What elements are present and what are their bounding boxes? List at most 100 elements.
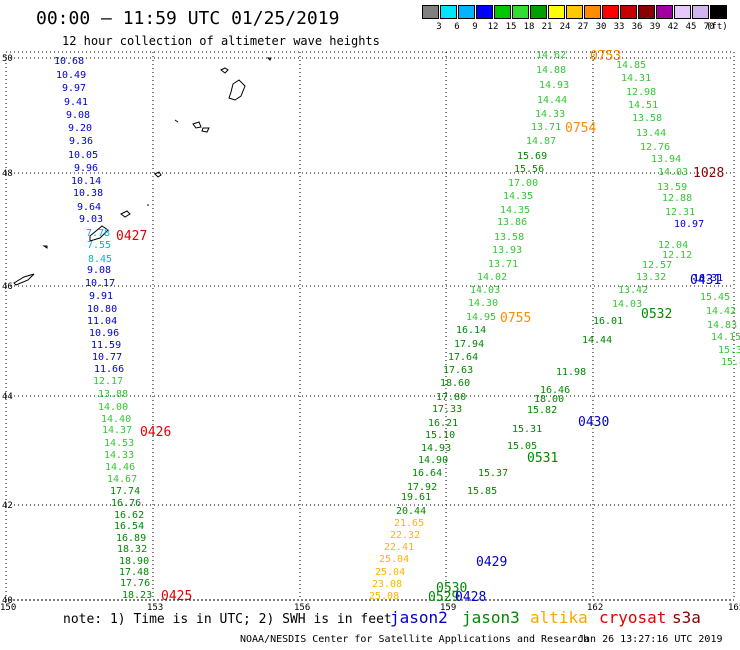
scale-swatch <box>674 5 691 19</box>
wave-height-value: 14.90 <box>418 455 448 466</box>
wave-height-value: 15.85 <box>467 486 497 497</box>
wave-height-value: 12.31 <box>665 207 695 218</box>
scale-swatch <box>440 5 457 19</box>
wave-height-value: 16.76 <box>111 498 141 509</box>
wave-height-value: 11.59 <box>91 340 121 351</box>
wave-height-value: 15.69 <box>517 151 547 162</box>
wave-height-value: 9.41 <box>64 97 88 108</box>
wave-height-value: 20.44 <box>396 506 426 517</box>
scale-tick-label: 45 <box>685 22 697 32</box>
longitude-label: 156 <box>294 603 310 613</box>
wave-height-value: 14.93 <box>421 443 451 454</box>
wave-height-value: 9.08 <box>66 110 90 121</box>
scale-tick-label: 12 <box>487 22 499 32</box>
latitude-label: 50 <box>2 54 13 64</box>
wave-height-value: 14.51 <box>628 100 658 111</box>
wave-height-value: 16.54 <box>114 521 144 532</box>
wave-height-value: 16.89 <box>116 533 146 544</box>
pass-time-label: 0529 <box>428 590 459 605</box>
wave-height-value: 17.74 <box>110 486 140 497</box>
legend-jason3: jason3 <box>462 608 520 627</box>
scale-tick-label: 27 <box>577 22 589 32</box>
wave-height-value: 17.76 <box>120 578 150 589</box>
wave-height-value: 16.62 <box>114 510 144 521</box>
wave-height-value: 15.45 <box>700 292 730 303</box>
wave-height-value: 14.53 <box>104 438 134 449</box>
legend-cryosat: cryosat <box>599 608 667 627</box>
wave-height-value: 14.33 <box>104 450 134 461</box>
wave-height-value: 9.96 <box>74 163 98 174</box>
wave-height-value: 15.82 <box>527 405 557 416</box>
wave-height-value: 9.91 <box>89 291 113 302</box>
scale-tick-label: 21 <box>541 22 553 32</box>
scale-swatch <box>620 5 637 19</box>
wave-height-value: 10.49 <box>56 70 86 81</box>
wave-height-value: 12.88 <box>662 193 692 204</box>
longitude-label: 153 <box>147 603 163 613</box>
wave-height-value: 17.80 <box>436 392 466 403</box>
pass-time-label: 0427 <box>116 229 147 244</box>
wave-height-value: 13.42 <box>618 285 648 296</box>
wave-height-value: 14.00 <box>98 402 128 413</box>
pass-time-label: 1028 <box>693 166 724 181</box>
scale-tick-label: 18 <box>523 22 535 32</box>
wave-height-value: 14.03 <box>470 285 500 296</box>
wave-height-value: 15.8 <box>721 357 740 368</box>
pass-time-label: 0755 <box>500 311 531 326</box>
wave-height-value: 12.04 <box>658 240 688 251</box>
wave-height-value: 17.92 <box>407 482 437 493</box>
wave-height-value: 10.68 <box>54 56 84 67</box>
wave-height-value: 11.04 <box>87 316 117 327</box>
wave-height-value: 9.20 <box>68 123 92 134</box>
wave-height-value: 10.80 <box>87 304 117 315</box>
wave-height-value: 15.05 <box>507 441 537 452</box>
wave-height-value: 16.46 <box>540 385 570 396</box>
scale-swatch <box>710 5 727 19</box>
longitude-label: 159 <box>440 603 456 613</box>
wave-height-value: 15.37 <box>478 468 508 479</box>
wave-height-value: 8.45 <box>88 254 112 265</box>
wave-height-value: 14.87 <box>526 136 556 147</box>
wave-height-value: 13.93 <box>492 245 522 256</box>
scale-tick-label: 36 <box>631 22 643 32</box>
scale-tick-label: 33 <box>613 22 625 32</box>
scale-swatch <box>584 5 601 19</box>
wave-height-value: 10.31 <box>693 273 723 284</box>
wave-height-value: 14.42 <box>706 306 736 317</box>
wave-height-value: 14.46 <box>105 462 135 473</box>
pass-time-labels: 0427 0426 0425 0753 0754 0755 1028 0431 0532 0430… <box>116 49 724 605</box>
wave-height-value: 12.12 <box>662 250 692 261</box>
scale-tick-label: 24 <box>559 22 571 32</box>
wave-height-value: 12.76 <box>640 142 670 153</box>
wave-height-value: 15.56 <box>514 164 544 175</box>
wave-height-value: 12.17 <box>93 376 123 387</box>
wave-height-value: 14.95 <box>466 312 496 323</box>
wave-height-value: 10.05 <box>68 150 98 161</box>
wave-height-value: 14.37 <box>102 425 132 436</box>
wave-height-value: 17.48 <box>119 567 149 578</box>
scale-tick-label: 3 <box>436 22 442 32</box>
wave-height-value: 17.63 <box>443 365 473 376</box>
pass-time-label: 0753 <box>590 49 621 64</box>
wave-height-value: 14.15 <box>711 332 740 343</box>
longitude-label: 162 <box>587 603 603 613</box>
scale-tick-label: 70 <box>703 22 715 32</box>
latitude-label: 48 <box>2 169 13 179</box>
wave-height-value: 10.14 <box>71 176 101 187</box>
pass-time-label: 0754 <box>565 121 596 136</box>
wave-height-value: 13.71 <box>488 259 518 270</box>
wave-height-value: 18.00 <box>534 394 564 405</box>
pass-time-label: 0426 <box>140 425 171 440</box>
map-subtitle: 12 hour collection of altimeter wave hei… <box>62 34 380 48</box>
wave-height-value: 25.04 <box>379 554 409 565</box>
wave-height-value: 12.57 <box>642 260 672 271</box>
scale-swatch <box>656 5 673 19</box>
wave-height-value: 18.32 <box>117 544 147 555</box>
wave-height-value: 13.58 <box>494 232 524 243</box>
map-frame <box>5 51 735 601</box>
map-note: note: 1) Time is in UTC; 2) SWH is in fe… <box>63 612 392 627</box>
wave-height-value: 19.61 <box>401 492 431 503</box>
wave-height-value: 10.97 <box>674 219 704 230</box>
